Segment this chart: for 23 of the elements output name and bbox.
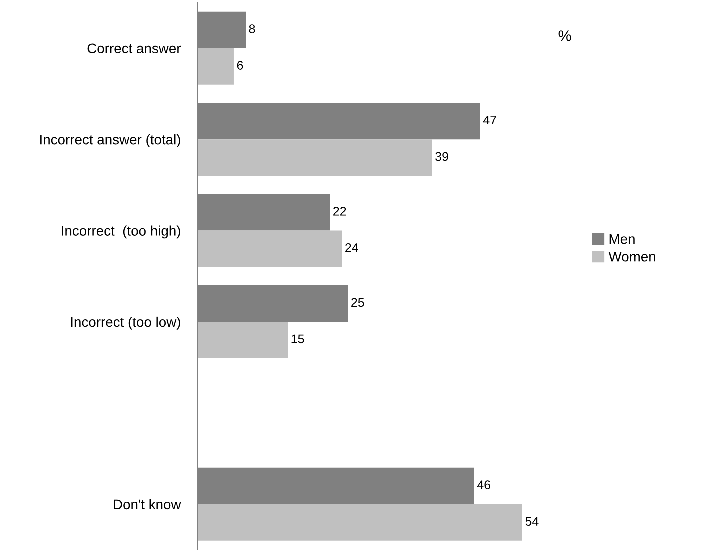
data-label: 39 bbox=[436, 152, 448, 162]
bar bbox=[198, 504, 522, 541]
data-label: 6 bbox=[237, 61, 244, 70]
legend-label: Women bbox=[608, 252, 656, 262]
bar bbox=[198, 230, 342, 268]
bar bbox=[198, 322, 288, 358]
y-tick-label: Don't know bbox=[114, 499, 182, 510]
legend-label: Men bbox=[610, 234, 635, 244]
text: % bbox=[558, 30, 572, 42]
y-tick-label: Incorrect answer (total) bbox=[40, 134, 180, 148]
y-tick-label: Incorrect (too high) bbox=[62, 226, 180, 239]
bar bbox=[198, 140, 432, 176]
bar bbox=[198, 48, 234, 85]
y-tick-label: Correct answer bbox=[88, 44, 182, 54]
data-label: 22 bbox=[334, 207, 346, 216]
data-label: 25 bbox=[352, 298, 364, 308]
data-label: 46 bbox=[477, 480, 491, 490]
data-label: 15 bbox=[292, 334, 304, 344]
data-label: 8 bbox=[249, 24, 256, 34]
y-tick-label: Incorrect (too low) bbox=[71, 316, 180, 330]
data-label: 47 bbox=[483, 116, 496, 125]
data-label: 54 bbox=[526, 517, 539, 526]
data-label: 24 bbox=[346, 244, 358, 252]
